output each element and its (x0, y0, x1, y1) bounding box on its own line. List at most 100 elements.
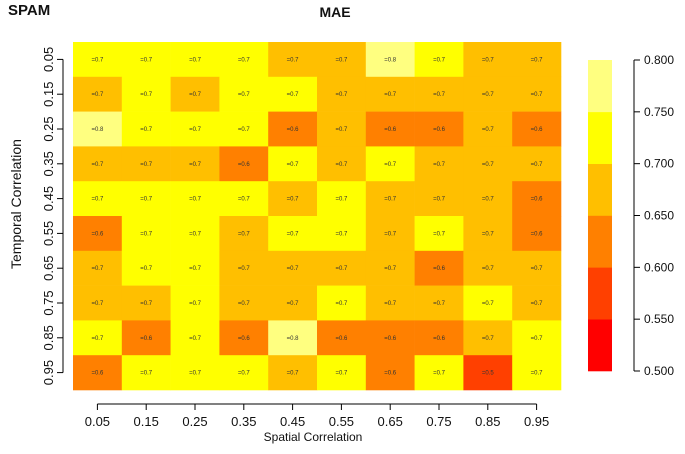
heatmap-cell (219, 181, 269, 217)
cell-value-label: =0.6 (531, 127, 544, 133)
heatmap-cell (463, 320, 513, 356)
heatmap-cell (73, 42, 123, 78)
heatmap-cell (317, 181, 367, 217)
y-tick-label: 0.15 (41, 82, 56, 107)
heatmap-cell (219, 355, 269, 391)
cell-value-label: =0.7 (140, 127, 153, 133)
heatmap-cell (219, 285, 269, 321)
cell-value-label: =0.7 (189, 127, 202, 133)
y-tick-label: 0.35 (41, 151, 56, 176)
x-tick-label: 0.05 (85, 414, 110, 429)
heatmap-cell (463, 355, 513, 391)
heatmap-cell (73, 285, 123, 321)
x-tick-label: 0.25 (182, 414, 207, 429)
heatmap-cell (268, 111, 318, 147)
cell-value-label: =0.7 (531, 57, 544, 63)
cell-value-label: =0.7 (189, 231, 202, 237)
heatmap-cell (268, 355, 318, 391)
cell-value-label: =0.7 (433, 231, 446, 237)
heatmap-cell (463, 250, 513, 286)
cell-value-label: =0.8 (287, 336, 300, 342)
cell-value-label: =0.7 (384, 92, 397, 98)
heatmap-cell (219, 146, 269, 182)
heatmap-cell (512, 76, 562, 112)
heatmap-cell (121, 76, 171, 112)
heatmap-cell (73, 146, 123, 182)
cell-value-label: =0.7 (531, 92, 544, 98)
heatmap-cell (121, 181, 171, 217)
heatmap-cell (219, 76, 269, 112)
x-axis-label: Spatial Correlation (263, 430, 363, 444)
heatmap-cell (317, 216, 367, 252)
cell-value-label: =0.7 (531, 162, 544, 168)
heatmap-cell (121, 285, 171, 321)
heatmap-cell (170, 320, 220, 356)
cell-value-label: =0.6 (287, 127, 300, 133)
heatmap-cell (512, 216, 562, 252)
cell-value-label: =0.7 (531, 371, 544, 377)
cell-value-label: =0.7 (189, 301, 202, 307)
heatmap-cell (170, 355, 220, 391)
cell-value-label: =0.7 (335, 266, 348, 272)
heatmap-cell (219, 216, 269, 252)
cell-value-label: =0.7 (287, 231, 300, 237)
y-tick-label: 0.55 (41, 221, 56, 246)
cell-value-label: =0.7 (335, 301, 348, 307)
heatmap-cell (317, 146, 367, 182)
cell-value-label: =0.7 (238, 92, 251, 98)
heatmap-cell (512, 320, 562, 356)
heatmap-cell (219, 250, 269, 286)
cell-value-label: =0.7 (238, 266, 251, 272)
legend-swatch (588, 60, 612, 113)
legend-tick-label: 0.550 (644, 312, 674, 326)
heatmap-cell (317, 285, 367, 321)
x-tick-label: 0.45 (280, 414, 305, 429)
heatmap-cell (219, 320, 269, 356)
heatmap-cell (512, 111, 562, 147)
cell-value-label: =0.8 (384, 57, 397, 63)
figure-corner-label: SPAM (8, 2, 51, 19)
cell-value-label: =0.7 (482, 336, 495, 342)
cell-value-label: =0.7 (433, 197, 446, 203)
y-tick-label: 0.65 (41, 256, 56, 281)
cell-value-label: =0.7 (433, 92, 446, 98)
cell-value-label: =0.7 (287, 162, 300, 168)
heatmap-cell (512, 181, 562, 217)
legend-tick-label: 0.600 (644, 260, 674, 274)
legend-swatch (588, 267, 612, 320)
cell-value-label: =0.6 (384, 371, 397, 377)
legend-tick-label: 0.800 (644, 53, 674, 67)
cell-value-label: =0.7 (140, 197, 153, 203)
cell-value-label: =0.7 (189, 371, 202, 377)
cell-value-label: =0.6 (433, 266, 446, 272)
heatmap-cell (73, 181, 123, 217)
heatmap-cell (170, 285, 220, 321)
heatmap-cell (512, 146, 562, 182)
legend-tick-label: 0.650 (644, 209, 674, 223)
heatmap-cell (365, 42, 415, 78)
heatmap-cell (268, 42, 318, 78)
heatmap-cell (512, 285, 562, 321)
heatmap-cell (170, 76, 220, 112)
cell-value-label: =0.7 (91, 92, 104, 98)
cell-value-label: =0.7 (91, 162, 104, 168)
cell-value-label: =0.7 (433, 301, 446, 307)
heatmap-cell (170, 181, 220, 217)
cell-value-label: =0.7 (189, 57, 202, 63)
heatmap-cell (317, 250, 367, 286)
cell-value-label: =0.7 (140, 57, 153, 63)
heatmap-cell (268, 285, 318, 321)
heatmap-cell (512, 42, 562, 78)
heatmap-cell (170, 250, 220, 286)
y-tick-label: 0.05 (41, 47, 56, 72)
x-tick-label: 0.95 (524, 414, 549, 429)
heatmap-cell (365, 76, 415, 112)
cell-value-label: =0.6 (384, 127, 397, 133)
cell-value-label: =0.7 (238, 371, 251, 377)
heatmap-cell (121, 355, 171, 391)
heatmap-cell (365, 285, 415, 321)
cell-value-label: =0.6 (91, 231, 104, 237)
heatmap-cell (414, 146, 464, 182)
heatmap-cell (463, 181, 513, 217)
heatmap-cell (463, 285, 513, 321)
